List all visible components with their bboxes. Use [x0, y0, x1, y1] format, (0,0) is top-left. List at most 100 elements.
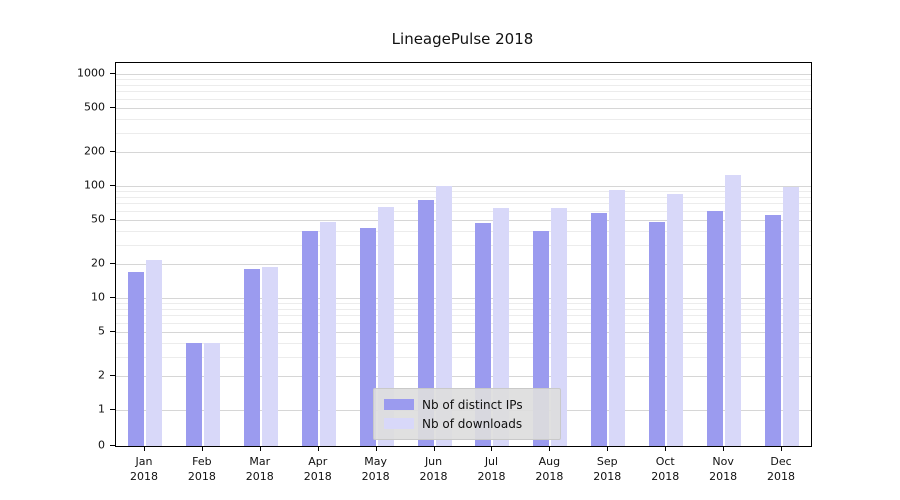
x-tick-mark — [433, 446, 435, 451]
bar-distinct-ips-dec — [765, 215, 782, 446]
major-gridline — [116, 186, 811, 187]
y-tick-label: 50 — [91, 212, 105, 226]
legend-label-distinct-ips: Nb of distinct IPs — [422, 397, 523, 412]
x-tick-mark — [665, 446, 667, 451]
x-tick-label: Aug 2018 — [535, 455, 564, 483]
bar-downloads-dec — [783, 187, 800, 446]
y-tick-mark — [110, 263, 115, 265]
x-tick-mark — [723, 446, 725, 451]
bar-downloads-jun — [435, 186, 452, 446]
minor-gridline — [116, 84, 811, 86]
x-tick-mark — [201, 446, 203, 451]
x-tick-label: Dec 2018 — [767, 455, 796, 483]
y-tick-label: 10 — [91, 290, 105, 304]
bar-distinct-ips-nov — [707, 210, 724, 446]
y-tick-mark — [110, 375, 115, 377]
x-tick-label: Mar 2018 — [245, 455, 274, 483]
bar-distinct-ips-jun — [417, 200, 434, 446]
y-tick-mark — [110, 409, 115, 410]
major-gridline — [116, 264, 811, 266]
minor-gridline — [116, 322, 811, 324]
major-gridline — [116, 331, 811, 333]
x-tick-label: Jan 2018 — [129, 455, 158, 483]
y-tick-label: 100 — [84, 178, 105, 192]
x-tick-label: Jul 2018 — [477, 455, 506, 483]
y-tick-label: 500 — [84, 100, 105, 114]
y-tick-mark — [110, 218, 115, 220]
x-tick-label: Oct 2018 — [651, 455, 680, 483]
minor-gridline — [116, 203, 811, 205]
minor-gridline — [116, 79, 811, 81]
bar-distinct-ips-sep — [591, 212, 608, 446]
minor-gridline — [116, 342, 811, 344]
x-tick-mark — [317, 446, 319, 451]
bar-distinct-ips-jan — [127, 272, 144, 446]
y-tick-label: 20 — [91, 256, 105, 270]
x-tick-label: Jun 2018 — [419, 455, 448, 483]
chart-title: LineagePulse 2018 — [391, 30, 534, 48]
minor-gridline — [116, 308, 811, 310]
bar-distinct-ips-may — [359, 228, 376, 446]
x-tick-mark — [143, 446, 145, 451]
minor-gridline — [116, 91, 811, 93]
major-gridline — [116, 219, 811, 221]
x-tick-label: Nov 2018 — [709, 455, 738, 483]
y-tick-mark — [110, 73, 115, 74]
major-gridline — [116, 298, 811, 299]
bar-downloads-may — [377, 206, 394, 446]
minor-gridline — [116, 191, 811, 193]
legend-swatch-downloads — [384, 418, 414, 429]
bar-distinct-ips-feb — [185, 342, 202, 446]
plot-area — [115, 62, 812, 447]
minor-gridline — [116, 356, 811, 358]
bar-downloads-jan — [145, 259, 162, 446]
y-tick-label: 5 — [98, 324, 105, 338]
minor-gridline — [116, 230, 811, 232]
legend-item-distinct-ips: Nb of distinct IPs — [384, 395, 550, 414]
legend-item-downloads: Nb of downloads — [384, 414, 550, 433]
major-gridline — [116, 152, 811, 154]
bar-downloads-mar — [261, 266, 278, 446]
minor-gridline — [116, 132, 811, 134]
bar-distinct-ips-mar — [243, 269, 260, 446]
bar-downloads-aug — [551, 208, 568, 446]
minor-gridline — [116, 210, 811, 212]
bar-downloads-oct — [667, 193, 684, 446]
major-gridline — [116, 107, 811, 109]
x-tick-label: Sep 2018 — [593, 455, 622, 483]
x-tick-mark — [375, 446, 377, 451]
minor-gridline — [116, 98, 811, 100]
minor-gridline — [116, 196, 811, 198]
legend-label-downloads: Nb of downloads — [422, 416, 523, 431]
y-tick-label: 1000 — [77, 66, 105, 80]
y-tick-label: 200 — [84, 144, 105, 158]
minor-gridline — [116, 244, 811, 246]
x-tick-label: Apr 2018 — [303, 455, 332, 483]
bar-downloads-feb — [203, 342, 220, 446]
x-tick-label: May 2018 — [361, 455, 390, 483]
legend: Nb of distinct IPs Nb of downloads — [373, 388, 561, 440]
y-tick-mark — [110, 330, 115, 332]
y-tick-label: 2 — [98, 368, 105, 382]
legend-swatch-distinct-ips — [384, 399, 414, 410]
x-tick-mark — [607, 446, 609, 451]
x-tick-label: Feb 2018 — [187, 455, 216, 483]
x-tick-mark — [781, 446, 783, 451]
minor-gridline — [116, 118, 811, 120]
bar-downloads-apr — [319, 221, 336, 446]
y-tick-label: 1 — [98, 402, 105, 416]
y-tick-label: 0 — [98, 438, 105, 452]
minor-gridline — [116, 315, 811, 317]
y-tick-mark — [110, 106, 115, 108]
y-tick-mark — [110, 297, 115, 298]
y-tick-mark — [110, 445, 115, 446]
major-gridline — [116, 74, 811, 75]
bar-downloads-nov — [725, 175, 742, 446]
bar-distinct-ips-apr — [301, 230, 318, 446]
y-tick-mark — [110, 185, 115, 186]
minor-gridline — [116, 303, 811, 305]
x-tick-mark — [549, 446, 551, 451]
bar-downloads-jul — [493, 208, 510, 446]
x-tick-mark — [491, 446, 493, 451]
